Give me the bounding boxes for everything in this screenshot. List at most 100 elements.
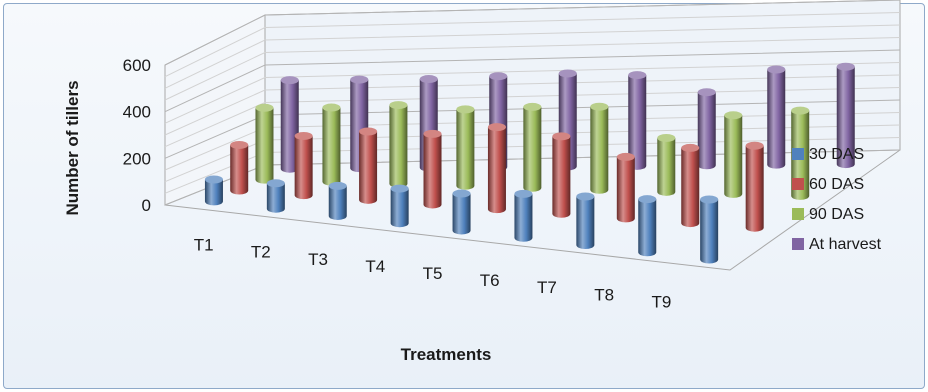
bar-body [697,92,716,170]
bar-top [836,62,855,71]
x-tick-label: T2 [251,243,271,262]
gridline [164,0,901,66]
bar [230,140,249,195]
bar-top [616,152,635,161]
bar-body [487,127,506,214]
bar-top [350,75,369,84]
bar-top [322,103,341,112]
x-tick-label: T4 [365,257,385,276]
bar [552,132,571,218]
bar [657,133,676,196]
bar-top [657,133,676,142]
legend: 30 DAS 60 DAS 90 DAS At harvest [792,146,882,253]
bar [576,192,595,250]
bar [590,102,609,194]
floor-edge [164,149,901,271]
bar-body [552,136,571,218]
y-tick-label: 0 [142,196,151,215]
x-axis-ticks: T1 T2 T3 T4 T5 T6 T7 T8 T9 [194,236,672,312]
bar-body [745,145,764,232]
bar-top [697,88,716,97]
bar-top [552,132,571,141]
bar-body [452,193,471,235]
x-tick-label: T3 [308,250,328,269]
bar-top [359,127,378,136]
bar-body [390,188,409,228]
minor-gridline [164,62,901,124]
bar-top [294,131,313,140]
bar-body [359,131,378,204]
bar-body [255,107,274,184]
x-tick-label: T1 [194,236,214,255]
bar-body [767,69,786,169]
bar-body [266,183,285,213]
legend-swatch [792,208,804,220]
x-tick-label: T5 [423,264,443,283]
bar-body [616,156,635,223]
bar-body [628,75,647,170]
legend-swatch [792,178,804,190]
bar-top [700,195,719,204]
bar [697,88,716,170]
bar-top [423,129,442,138]
minor-gridline [164,37,901,101]
bar-body [700,199,719,264]
minor-gridline [164,87,901,148]
bar [836,62,855,169]
bar-body [523,106,542,192]
x-tick-label: T7 [537,278,557,297]
bar [700,195,719,264]
bar-top [280,76,299,85]
bar-top [452,189,471,198]
bar [523,102,542,192]
bar [767,65,786,169]
bar [745,141,764,232]
bar-body [230,144,249,195]
x-tick-label: T9 [651,292,671,311]
bar-body [389,105,408,188]
y-tick-label: 600 [123,56,151,75]
bar-top [523,102,542,111]
bar-body [638,199,657,257]
y-axis-ticks: 0 200 400 600 [123,56,151,215]
bar-top [328,181,347,190]
bar-body [322,107,341,186]
bar-top [230,140,249,149]
bar [638,195,657,257]
bar-top [255,103,274,112]
legend-label: 60 DAS [809,176,864,193]
y-tick-label: 400 [123,103,151,122]
chart-bars [204,62,855,264]
bar [322,103,341,186]
bar-top [419,75,438,84]
bar [328,181,347,220]
bar-top [487,123,506,132]
minor-gridline [164,12,901,78]
bar-top [576,192,595,201]
bar-top [681,143,700,152]
bar-top [724,111,743,120]
bar [423,129,442,209]
bar [294,131,313,200]
bar-top [638,195,657,204]
bar-top [767,65,786,74]
bar-top [489,72,508,81]
bar-body [514,193,533,242]
bar-top [791,106,810,115]
bar [359,127,378,204]
bar-body [204,179,223,206]
legend-swatch [792,238,804,250]
bar [514,189,533,242]
bar [452,189,471,235]
bar-body [657,137,676,196]
bar [204,175,223,206]
bar-body [836,66,855,169]
bar [389,101,408,188]
bar-body [280,80,299,173]
bar-body [724,115,743,198]
x-axis-title: Treatments [401,345,492,364]
bar-top [628,71,647,80]
bar-top [558,69,577,78]
legend-label: At harvest [809,236,882,253]
